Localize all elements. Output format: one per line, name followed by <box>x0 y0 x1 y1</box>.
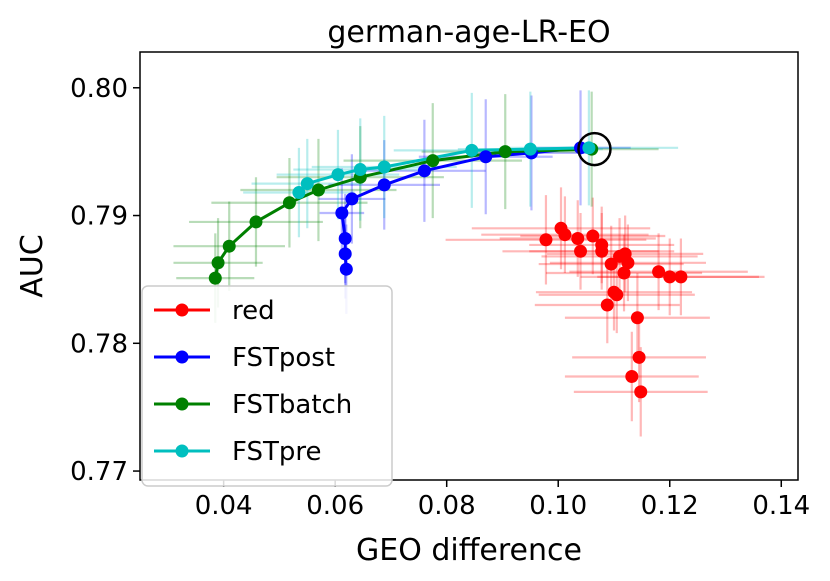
chart-title: german-age-LR-EO <box>327 15 610 50</box>
data-point-fstbatch <box>222 239 236 253</box>
y-tick-label: 0.78 <box>70 329 128 359</box>
data-point-fstpost <box>338 247 352 261</box>
data-point-red <box>621 256 635 270</box>
data-point-fstbatch <box>249 215 263 229</box>
legend-label-fstpost: FSTpost <box>232 343 335 373</box>
data-point-red <box>574 244 588 258</box>
data-point-fstpre <box>353 163 367 177</box>
data-point-red <box>630 311 644 325</box>
data-point-fstpost <box>345 192 359 206</box>
legend-box <box>141 285 393 487</box>
x-axis: 0.04 0.06 0.08 0.10 0.12 0.14 <box>195 480 810 521</box>
highlight-circle <box>577 131 612 167</box>
point-layer <box>208 141 688 399</box>
legend-swatch-marker-red <box>175 303 189 317</box>
data-point-fstpost <box>335 206 349 220</box>
y-tick-label: 0.77 <box>70 457 128 487</box>
highlight-layer <box>577 131 612 167</box>
data-point-fstpre <box>523 142 537 156</box>
data-point-red <box>595 244 609 258</box>
x-tick-label: 0.08 <box>418 491 476 521</box>
legend-swatch-marker-fstpost <box>175 350 189 364</box>
x-tick-label: 0.12 <box>641 491 699 521</box>
y-axis: 0.77 0.78 0.79 0.80 <box>70 74 140 487</box>
legend-label-fstbatch: FSTbatch <box>232 390 352 420</box>
legend-swatch-marker-fstbatch <box>175 397 189 411</box>
legend-label-red: red <box>232 296 275 326</box>
data-point-red <box>625 370 639 384</box>
y-tick-label: 0.79 <box>70 202 128 232</box>
data-point-fstpre <box>300 177 314 191</box>
data-point-red <box>674 270 688 284</box>
y-axis-label: AUC <box>15 234 50 297</box>
data-point-red <box>586 229 600 243</box>
data-point-red <box>604 257 618 271</box>
data-point-red <box>663 270 677 284</box>
data-point-red <box>634 385 648 399</box>
data-point-red <box>632 350 646 364</box>
legend-swatch-marker-fstpre <box>175 444 189 458</box>
x-tick-label: 0.10 <box>529 491 587 521</box>
data-point-fstpre <box>582 141 596 155</box>
x-tick-label: 0.06 <box>306 491 364 521</box>
x-tick-label: 0.04 <box>195 491 253 521</box>
legend-label-fstpre: FSTpre <box>232 437 322 467</box>
data-point-fstbatch <box>498 145 512 159</box>
data-point-fstbatch <box>208 271 222 285</box>
data-point-red <box>652 265 666 279</box>
x-axis-label: GEO difference <box>356 533 582 568</box>
data-point-fstpost <box>339 262 353 276</box>
data-point-fstbatch <box>426 154 440 168</box>
data-point-fstbatch <box>282 196 296 210</box>
data-point-red <box>617 266 631 280</box>
x-tick-label: 0.14 <box>752 491 810 521</box>
data-point-fstpost <box>377 178 391 192</box>
data-point-red <box>558 228 572 242</box>
data-point-fstpost <box>479 150 493 164</box>
data-point-fstbatch <box>211 256 225 270</box>
data-point-red <box>571 232 585 246</box>
data-point-red <box>539 233 553 247</box>
data-point-red <box>600 298 614 312</box>
data-point-fstpre <box>377 160 391 174</box>
legend: red FSTpost FSTbatch FSTpre <box>141 285 393 487</box>
plot-frame <box>139 51 799 481</box>
data-point-fstpre <box>292 186 306 200</box>
series-line-fstbatch <box>213 147 592 279</box>
data-point-fstpre <box>465 143 479 157</box>
data-point-fstpost <box>417 164 431 178</box>
data-point-red <box>610 288 624 302</box>
data-point-fstpre <box>331 168 345 182</box>
data-point-fstpost <box>338 232 352 246</box>
series-line-layer <box>213 146 592 279</box>
data-point-fstbatch <box>311 183 325 197</box>
y-tick-label: 0.80 <box>70 74 128 104</box>
